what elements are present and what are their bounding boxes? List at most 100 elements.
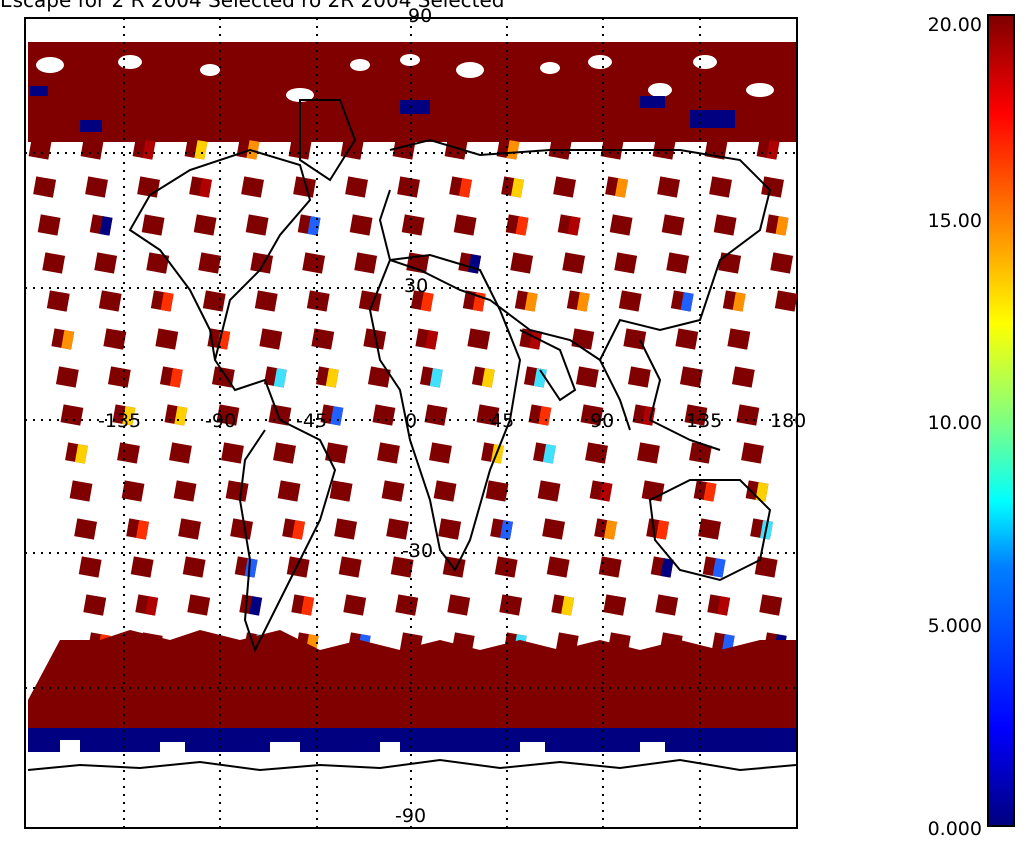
swath-block-accent (448, 520, 462, 540)
swath-block-accent (481, 368, 495, 388)
swath-block-accent (689, 368, 703, 388)
swath-block (338, 556, 362, 578)
swath-block (178, 518, 202, 540)
swath-block (80, 138, 104, 160)
lon-label-135: 135 (686, 410, 722, 432)
swath-block (718, 252, 742, 274)
swath-block-accent (142, 140, 156, 160)
swath-block (754, 556, 778, 578)
swath-block (571, 328, 595, 350)
swath-block (293, 176, 316, 198)
swath-block (390, 556, 414, 578)
swath-block (510, 252, 534, 274)
swath-block-accent (198, 178, 212, 198)
swath-block (467, 328, 491, 350)
swath-block-accent (330, 406, 344, 426)
swath-block (372, 404, 396, 426)
swath-block (259, 328, 283, 350)
lon-label-180: 180 (770, 410, 806, 432)
swath-block-accent (113, 330, 127, 350)
swath-block-accent (42, 178, 56, 198)
swath-block (627, 366, 651, 388)
swath-block-accent (273, 368, 287, 388)
swath-block-accent (458, 178, 472, 198)
swath-block-accent (301, 596, 315, 616)
swath-block-accent (307, 216, 321, 236)
swath-block-accent (500, 520, 514, 540)
swath-block (85, 176, 108, 198)
swath-block (401, 214, 425, 236)
swath-block (709, 176, 732, 198)
swath-block (286, 556, 310, 578)
swath-block (28, 138, 52, 160)
swath-block (453, 214, 477, 236)
swath-block (444, 138, 468, 160)
swath-block-accent (561, 596, 575, 616)
lon-label-45: 45 (490, 410, 514, 432)
swath-block (397, 176, 420, 198)
swath-block (117, 442, 140, 464)
swath-block (494, 556, 518, 578)
swath-block-accent (515, 216, 529, 236)
swath-block (230, 518, 254, 540)
swath-block (655, 594, 679, 616)
swath-block-accent (136, 520, 150, 540)
lon-label-neg135: -135 (98, 410, 141, 432)
swath-block-accent (510, 178, 524, 198)
swath-block-accent (194, 140, 208, 160)
swath-block (661, 214, 685, 236)
swath-block-accent (99, 216, 113, 236)
swath-block-accent (325, 368, 339, 388)
swath-block-accent (56, 292, 70, 312)
swath-block-accent (292, 520, 306, 540)
swath-block (598, 556, 622, 578)
swath-block (345, 176, 368, 198)
swath-block-accent (680, 292, 694, 312)
swath-block-accent (576, 292, 590, 312)
swath-block-accent (613, 596, 627, 616)
coastlines (27, 99, 797, 772)
swath-block (98, 290, 122, 312)
swath-block-accent (737, 330, 751, 350)
swath-block-accent (614, 178, 628, 198)
swath-block (245, 214, 269, 236)
swath-block (575, 366, 599, 388)
swath-block (377, 442, 400, 464)
swath-block (609, 214, 633, 236)
swath-block (499, 594, 523, 616)
colorbar-tick-0: 0.000 (927, 818, 982, 840)
swath-block (37, 214, 61, 236)
swath-block (392, 138, 416, 160)
swath-block (60, 404, 84, 426)
swath-block-accent (567, 216, 581, 236)
grid-labels: 90 30 -30 -90 -135 -90 -45 0 45 90 135 1… (98, 5, 806, 827)
swath-block (367, 366, 391, 388)
swath-block (302, 252, 326, 274)
lat-label-90: 90 (408, 5, 432, 27)
swath-block (42, 252, 66, 274)
swath-block-accent (74, 444, 88, 464)
swath-block-accent (61, 330, 75, 350)
swath-block-accent (775, 216, 789, 236)
graticule (25, 18, 797, 828)
swath-block (173, 480, 197, 502)
swath-block (137, 176, 160, 198)
swath-block-accent (434, 406, 448, 426)
swath-block (429, 442, 452, 464)
lon-label-90: 90 (590, 410, 614, 432)
swath-block (731, 366, 755, 388)
map-title: Escape for 2 R 2004 Selected ro 2R 2004 … (0, 0, 505, 12)
swath-block-accent (425, 330, 439, 350)
swath-block (562, 252, 586, 274)
swath-block (433, 480, 457, 502)
swath-block (614, 252, 638, 274)
swath-block-accent (160, 292, 174, 312)
swath-block (306, 290, 330, 312)
swath-block (155, 328, 179, 350)
swath-block (107, 366, 131, 388)
colorbar-tick-5: 5.000 (927, 615, 982, 637)
swath-block-accent (93, 596, 107, 616)
lat-label-30: 30 (404, 275, 428, 297)
swath-block (343, 594, 367, 616)
